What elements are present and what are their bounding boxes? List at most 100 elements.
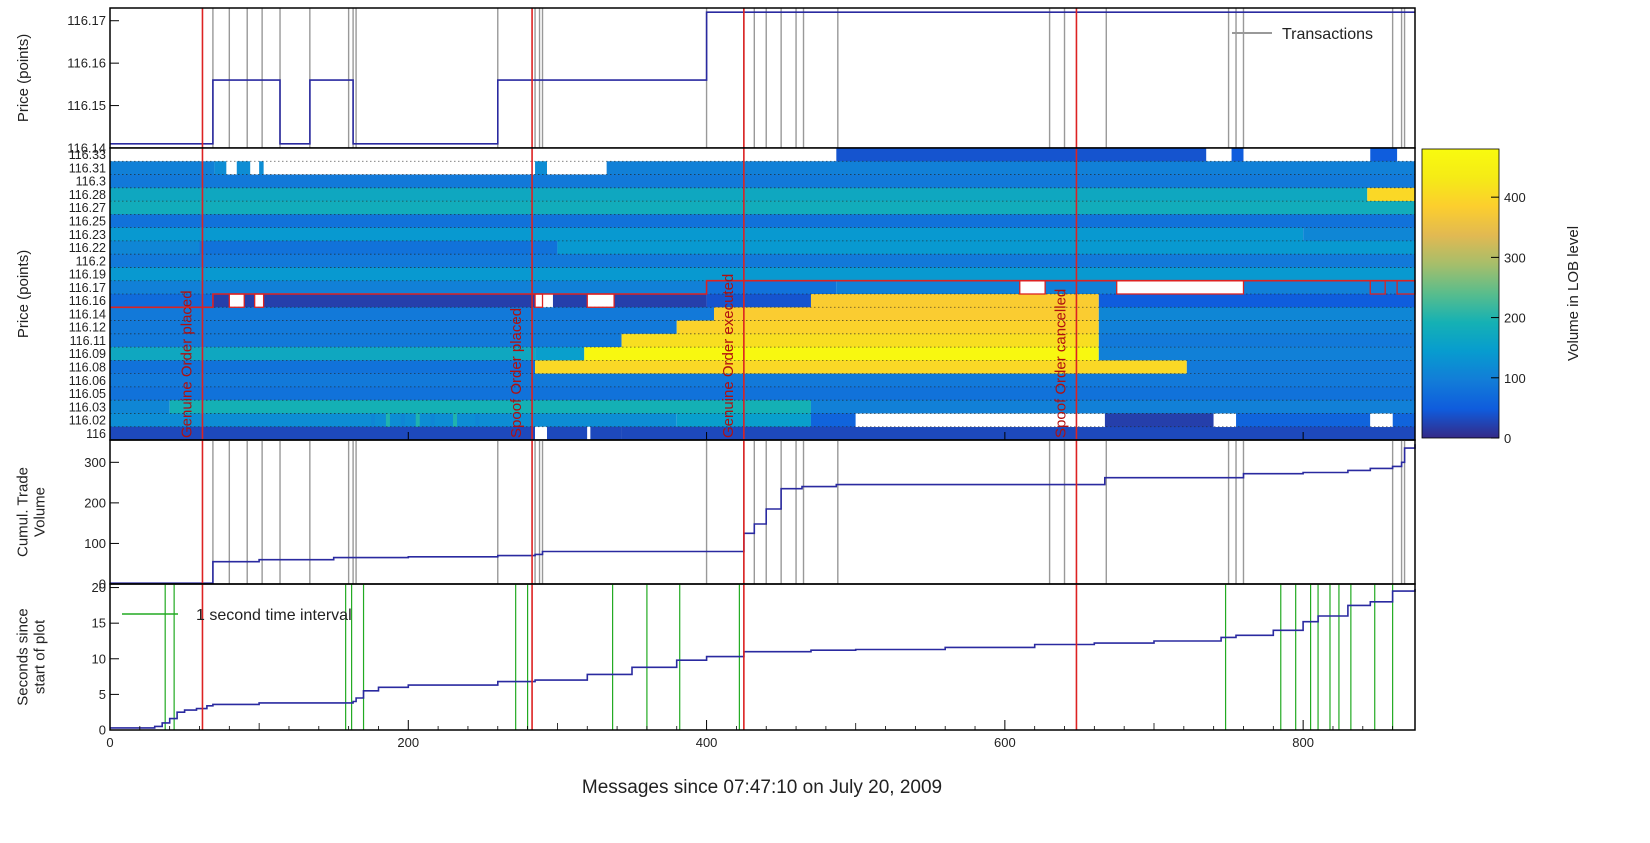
seconds-y-tick-label: 15 (92, 616, 106, 631)
seconds-panel: 0 5 10 15 20 Seconds since start of plot 1 se… (15, 580, 1416, 738)
lob-empty-cell (855, 413, 1105, 428)
seconds-y-tick-label: 5 (99, 687, 106, 702)
lob-cell (1303, 227, 1415, 242)
lob-cell (1367, 187, 1415, 202)
lob-cell (169, 400, 811, 414)
cumulative-y-tick-label: 0 (99, 577, 106, 592)
price-panel-frame (109, 7, 1416, 149)
lob-empty-cell (229, 294, 245, 308)
price-y-tick-label: 116.14 (67, 141, 106, 156)
lob-cell (1186, 360, 1415, 374)
cumulative-line (110, 444, 1416, 584)
lob-cell (415, 413, 420, 427)
lob-cell (400, 413, 405, 427)
x-tick-label: 400 (696, 735, 718, 750)
lob-cell (259, 161, 264, 175)
lob-level-label: 116.33 (69, 148, 106, 162)
lob-cell (810, 294, 1099, 308)
lob-cell (110, 320, 677, 335)
lob-level-label: 116.23 (69, 228, 106, 242)
lob-empty-cell (1019, 280, 1046, 295)
colorbar-ticks: 0 100 200 300 400 (1491, 190, 1526, 446)
lob-empty-cell (1213, 413, 1237, 428)
y-label-line: start of plot (32, 619, 49, 694)
lob-level-label: 116.08 (69, 361, 106, 375)
interval-legend: 1 second time interval (122, 607, 352, 624)
event-label: Spoof Order placed (508, 308, 525, 438)
colorbar-tick-label: 200 (1504, 311, 1526, 326)
colorbar-tick-label: 100 (1504, 371, 1526, 386)
lob-cell (1392, 413, 1415, 428)
lob-cell (110, 333, 622, 348)
lob-cell (110, 240, 200, 255)
lob-cell (430, 413, 435, 427)
y-label-line: Cumul. Trade (15, 467, 32, 557)
lob-cell (1098, 307, 1415, 321)
cumulative-y-tick-label: 100 (84, 536, 106, 551)
cumulative-transactions-lines (212, 440, 1406, 584)
lob-cell (110, 201, 1415, 215)
seconds-y-tick-label: 20 (92, 580, 106, 595)
lob-cell (706, 294, 811, 308)
lob-cell (1098, 320, 1415, 335)
lob-level-label: 116 (86, 427, 106, 441)
lob-panel: Genuine Order placed Spoof Order placed Ge… (15, 147, 1416, 441)
lob-cell (557, 240, 1415, 255)
lob-cell (110, 161, 215, 175)
lob-cell (110, 360, 536, 374)
lob-cell (110, 187, 1368, 202)
best-price-outline (534, 293, 544, 308)
lob-cell (590, 426, 622, 441)
x-tick-label: 0 (106, 735, 113, 750)
x-axis-label: Messages since 07:47:10 on July 20, 2009 (582, 777, 942, 798)
lob-empty-cell (1370, 413, 1393, 428)
x-axis-ticks: 0 200 400 600 800 (106, 720, 1394, 750)
cumulative-panel-frame (109, 439, 1416, 585)
colorbar-gradient (1421, 148, 1500, 439)
lob-cell (453, 413, 458, 427)
best-price-outline (254, 293, 265, 308)
lob-cell (110, 294, 213, 308)
lob-cell (810, 413, 856, 428)
lob-cell (110, 267, 1415, 282)
lob-level-label: 116.3 (76, 175, 106, 189)
lob-level-label: 116.25 (69, 215, 106, 229)
lob-cell (1098, 347, 1415, 361)
lob-y-ticks: 116116.02116.03116.05116.06116.08116.091… (69, 148, 1304, 441)
event-label: Genuine Order executed (720, 274, 737, 438)
lob-cell (1104, 413, 1214, 428)
lob-empty-cell (587, 426, 591, 441)
price-y-label: Price (points) (15, 34, 32, 122)
lob-cell (385, 413, 390, 427)
lob-cell (110, 413, 677, 428)
seconds-y-tick-label: 0 (99, 723, 106, 738)
lob-cell (110, 254, 1415, 268)
lob-event-lines: Genuine Order placed Spoof Order placed Ge… (178, 148, 1078, 440)
lob-cell (110, 307, 715, 321)
lob-level-label: 116.16 (69, 294, 106, 308)
lob-cell (621, 333, 1099, 348)
best-price-outline (228, 293, 245, 308)
lob-level-label: 116.31 (69, 161, 106, 175)
seconds-panel-frame (109, 583, 1416, 731)
lob-cell (606, 161, 1415, 175)
lob-cell (110, 280, 707, 295)
lob-level-label: 116.14 (69, 307, 106, 321)
lob-cell (584, 347, 1099, 361)
lob-cell (214, 161, 227, 175)
seconds-interval-lines (164, 584, 1394, 730)
lob-colorbar: 0 100 200 300 400 Volume in LOB level (1421, 148, 1582, 446)
lob-cell (535, 360, 1187, 374)
best-price-outline (110, 279, 1415, 309)
price-line (110, 11, 1415, 145)
lob-cell (546, 426, 588, 441)
event-label: Genuine Order placed (178, 290, 195, 438)
price-y-ticks: 116.14 116.15 116.16 116.17 (67, 13, 119, 156)
lob-cell (706, 280, 837, 295)
lob-cell (1098, 333, 1415, 348)
lob-level-label: 116.22 (69, 241, 106, 255)
lob-cell (714, 307, 1099, 321)
price-series (110, 8, 1415, 148)
lob-heatmap-cells (110, 148, 1415, 441)
